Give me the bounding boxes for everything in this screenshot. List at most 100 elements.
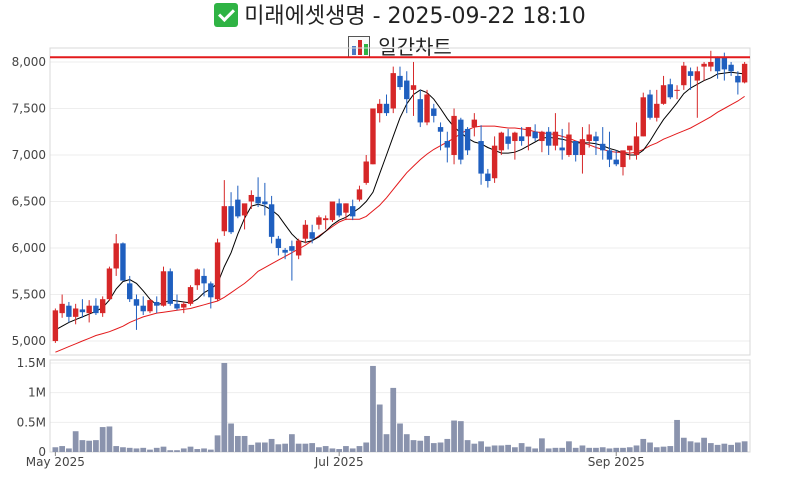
volume-bars [52, 362, 748, 452]
candle-body [248, 194, 255, 202]
price-tick-label: 7,500 [12, 101, 46, 115]
volume-bar [376, 404, 383, 452]
candle-body [390, 73, 396, 109]
volume-bar [457, 421, 464, 452]
volume-bar [721, 443, 728, 452]
volume-bar [201, 448, 207, 452]
price-tick-label: 6,000 [12, 241, 46, 255]
volume-bar [471, 443, 478, 452]
volume-bar [680, 437, 687, 452]
volume-bar [491, 445, 498, 452]
volume-bar [221, 362, 228, 452]
volume-bar [167, 450, 174, 452]
candle-body [343, 203, 349, 213]
volume-bar [464, 440, 471, 452]
candle-body [167, 271, 173, 304]
candle-body [464, 128, 471, 151]
price-grid [50, 61, 750, 342]
volume-bar [194, 449, 201, 452]
volume-bar [451, 420, 457, 452]
candle-body [262, 201, 268, 205]
candle-body [687, 71, 694, 76]
volume-bar [478, 441, 484, 452]
chart-title: 미래에셋생명 - 2025-09-22 18:10 [0, 2, 800, 32]
volume-bar [714, 444, 721, 452]
volume-bar [512, 447, 518, 452]
volume-bar [72, 431, 79, 452]
candle-body [59, 303, 65, 314]
candle-body [295, 240, 302, 256]
candle-body [208, 283, 214, 298]
volume-bar [120, 447, 126, 452]
candle-body [235, 199, 241, 217]
candle-body [322, 218, 329, 221]
volume-bar [52, 447, 59, 452]
volume-bar [424, 435, 430, 452]
volume-bar [302, 443, 309, 452]
volume-bar [383, 434, 390, 452]
time-axis: May 2025 Jul 2025 Sep 2025 [26, 452, 645, 469]
candle-body [282, 249, 288, 253]
candle-body [363, 161, 369, 183]
volume-bar [626, 447, 633, 452]
volume-bar [403, 434, 410, 452]
candle-body [221, 206, 228, 232]
price-tick-label: 6,500 [12, 195, 46, 209]
candle-body [255, 196, 261, 204]
volume-bar [106, 426, 113, 452]
candle-body [613, 159, 619, 165]
volume-tick-label: 1M [28, 386, 46, 400]
candle-body [735, 75, 741, 83]
volume-tick-label: 0.5M [17, 415, 46, 429]
candle-body [268, 204, 275, 237]
volume-bar [99, 427, 106, 452]
candle-body [160, 271, 167, 306]
volume-bar [322, 446, 329, 452]
price-tick-label: 5,500 [12, 288, 46, 302]
candle-body [66, 305, 72, 317]
volume-bar [701, 437, 707, 452]
candle-body [52, 310, 59, 342]
volume-bar [113, 446, 120, 452]
chart-subtitle: 일간차트 [0, 33, 800, 61]
volume-bar [160, 446, 167, 452]
candle-body [72, 308, 79, 317]
volume-bar [275, 444, 282, 452]
volume-bar [498, 445, 505, 452]
candle-body [485, 173, 491, 182]
candle-body [228, 206, 234, 233]
volume-axis: 0 0.5M 1M 1.5M [17, 356, 46, 459]
volume-bar [539, 438, 545, 452]
volume-bar [397, 423, 403, 452]
volume-bar [620, 447, 626, 452]
candle-body [275, 238, 282, 249]
price-tick-label: 8,000 [12, 55, 46, 69]
candle-body [620, 150, 626, 168]
volume-bar [741, 441, 748, 452]
candle-body [728, 64, 734, 72]
volume-bar [417, 440, 424, 452]
volume-tick-label: 1.5M [17, 356, 46, 370]
candle-body [431, 108, 437, 116]
volume-bar [566, 441, 572, 452]
candle-body [498, 132, 505, 151]
volume-bar [79, 440, 86, 452]
candle-body [741, 63, 748, 83]
volume-bar [153, 447, 160, 452]
candle-body [701, 63, 707, 67]
candle-body [383, 103, 390, 114]
volume-bar [667, 446, 674, 452]
candle-body [714, 57, 721, 72]
candle-body [708, 61, 714, 67]
candle-body [437, 127, 444, 132]
candle-body [471, 119, 478, 128]
volume-bar [268, 438, 275, 452]
volume-bar [66, 448, 72, 452]
volume-bar [647, 442, 653, 452]
candle-body [120, 243, 126, 281]
volume-bar [140, 447, 147, 452]
volume-bar [532, 448, 539, 452]
volume-bar [329, 448, 336, 452]
volume-bar [660, 446, 667, 452]
